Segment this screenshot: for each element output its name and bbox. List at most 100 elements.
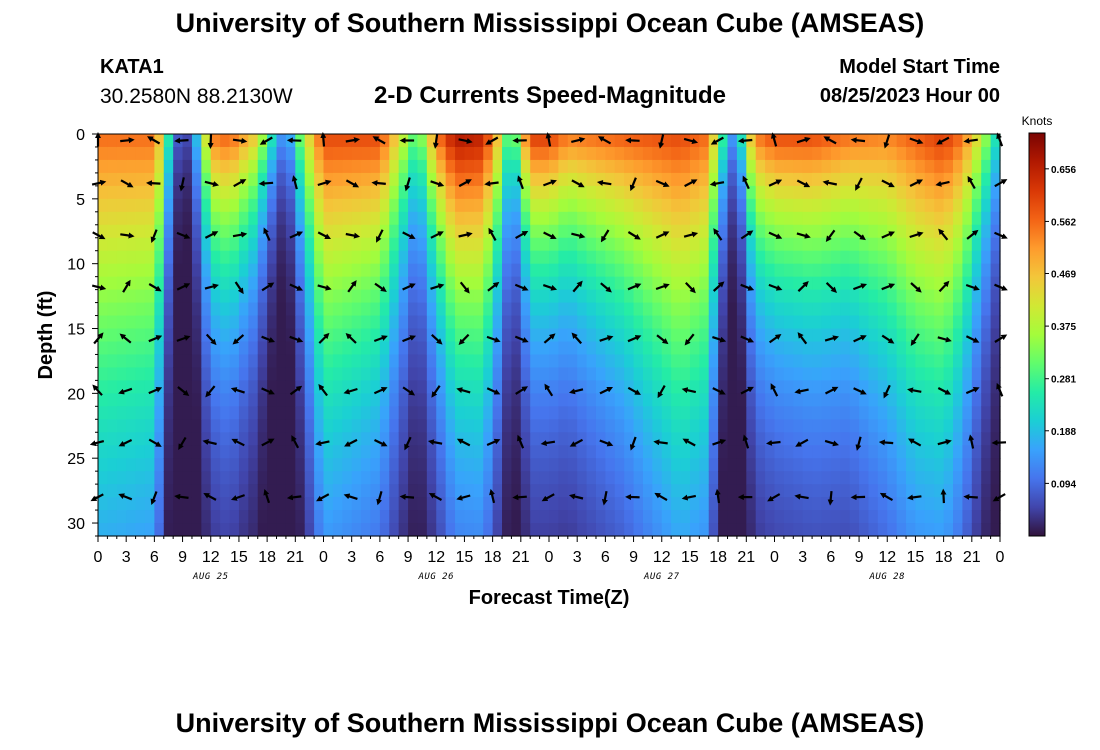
heatmap-cell: [689, 198, 700, 213]
heatmap-cell: [182, 289, 193, 304]
heatmap-cell: [455, 237, 466, 252]
heatmap-cell: [295, 432, 306, 446]
heatmap-cell: [285, 315, 296, 330]
heatmap-cell: [671, 250, 682, 265]
heatmap-cell: [699, 185, 710, 200]
heatmap-cell: [549, 250, 559, 265]
heatmap-cell: [408, 510, 419, 524]
heatmap-cell: [323, 419, 334, 433]
heatmap-cell: [915, 510, 926, 524]
heatmap-cell: [295, 263, 306, 278]
heatmap-cell: [962, 224, 973, 239]
heatmap-cell: [708, 406, 719, 420]
heatmap-cell: [426, 159, 437, 174]
current-arrow: [850, 137, 866, 144]
current-arrow: [512, 494, 527, 501]
x-tick-label: 12: [202, 549, 220, 566]
heatmap-cell: [774, 302, 785, 317]
heatmap-cell: [586, 237, 597, 252]
heatmap-cell: [417, 250, 428, 265]
heatmap-cell: [962, 198, 973, 213]
heatmap-cell: [736, 315, 747, 330]
heatmap-cell: [539, 497, 550, 511]
heatmap-cell: [887, 211, 898, 226]
heatmap-cell: [304, 458, 315, 472]
heatmap-cell: [642, 198, 653, 213]
heatmap-cell: [962, 315, 973, 330]
heatmap-cell: [595, 432, 606, 446]
heatmap-cell: [859, 432, 870, 446]
heatmap-cell: [652, 250, 663, 265]
heatmap-cell: [812, 276, 823, 291]
heatmap-cell: [567, 432, 578, 446]
heatmap-cell: [558, 315, 569, 330]
heatmap-cell: [351, 289, 362, 304]
heatmap-cell: [586, 523, 597, 537]
current-arrow: [289, 335, 304, 343]
heatmap-cell: [746, 276, 757, 291]
heatmap-cell: [257, 224, 268, 239]
heatmap-cell: [511, 250, 522, 265]
heatmap-cell: [896, 211, 907, 226]
heatmap-cell: [229, 406, 240, 420]
heatmap-cell: [361, 211, 372, 226]
heatmap-cell: [351, 146, 362, 161]
heatmap-cell: [755, 380, 766, 394]
current-arrow: [317, 231, 332, 240]
heatmap-cell: [98, 315, 108, 330]
heatmap-cell: [981, 406, 992, 420]
heatmap-cell: [859, 198, 870, 213]
heatmap-cell: [689, 211, 700, 226]
heatmap-cell: [267, 458, 278, 472]
colorbar-tick-label: 0.656: [1051, 165, 1076, 176]
heatmap-cell: [577, 185, 588, 200]
heatmap-cell: [661, 367, 672, 381]
heatmap-cell: [783, 134, 794, 148]
heatmap-cell: [830, 224, 841, 239]
heatmap-cell: [238, 146, 249, 161]
heatmap-cell: [173, 276, 184, 291]
heatmap-cell: [567, 510, 578, 524]
heatmap-cell: [314, 432, 325, 446]
heatmap-cell: [689, 172, 700, 187]
heatmap-cell: [652, 198, 663, 213]
heatmap-cell: [906, 406, 917, 420]
heatmap-cell: [257, 211, 268, 226]
heatmap-cell: [126, 419, 137, 433]
heatmap-cell: [736, 341, 747, 356]
heatmap-cell: [473, 172, 484, 187]
heatmap-cell: [455, 250, 466, 265]
heatmap-cell: [511, 263, 522, 278]
heatmap-cell: [915, 367, 926, 381]
heatmap-cell: [727, 224, 738, 239]
heatmap-cell: [154, 263, 165, 278]
current-arrow: [230, 494, 245, 501]
heatmap-cell: [624, 198, 635, 213]
heatmap-cell: [981, 367, 992, 381]
heatmap-cell: [830, 406, 841, 420]
heatmap-cell: [455, 315, 466, 330]
heatmap-cell: [408, 419, 419, 433]
heatmap-cell: [464, 276, 475, 291]
heatmap-cell: [502, 134, 513, 148]
heatmap-cell: [896, 523, 907, 537]
heatmap-cell: [314, 159, 325, 174]
heatmap-cell: [201, 134, 212, 148]
heatmap-cell: [126, 172, 137, 187]
heatmap-cell: [98, 134, 108, 148]
heatmap-cell: [802, 497, 813, 511]
heatmap-cell: [182, 393, 193, 407]
heatmap-cell: [577, 263, 588, 278]
heatmap-cell: [642, 237, 653, 252]
heatmap-cell: [962, 328, 973, 343]
heatmap-cell: [971, 159, 982, 174]
current-arrow: [794, 493, 809, 500]
heatmap-cell: [962, 497, 973, 511]
heatmap-cell: [473, 380, 484, 394]
current-arrow: [825, 282, 837, 293]
heatmap-cell: [549, 432, 559, 446]
current-arrow: [629, 177, 637, 192]
heatmap-cell: [351, 315, 362, 330]
heatmap-cell: [633, 406, 644, 420]
heatmap-cell: [652, 497, 663, 511]
